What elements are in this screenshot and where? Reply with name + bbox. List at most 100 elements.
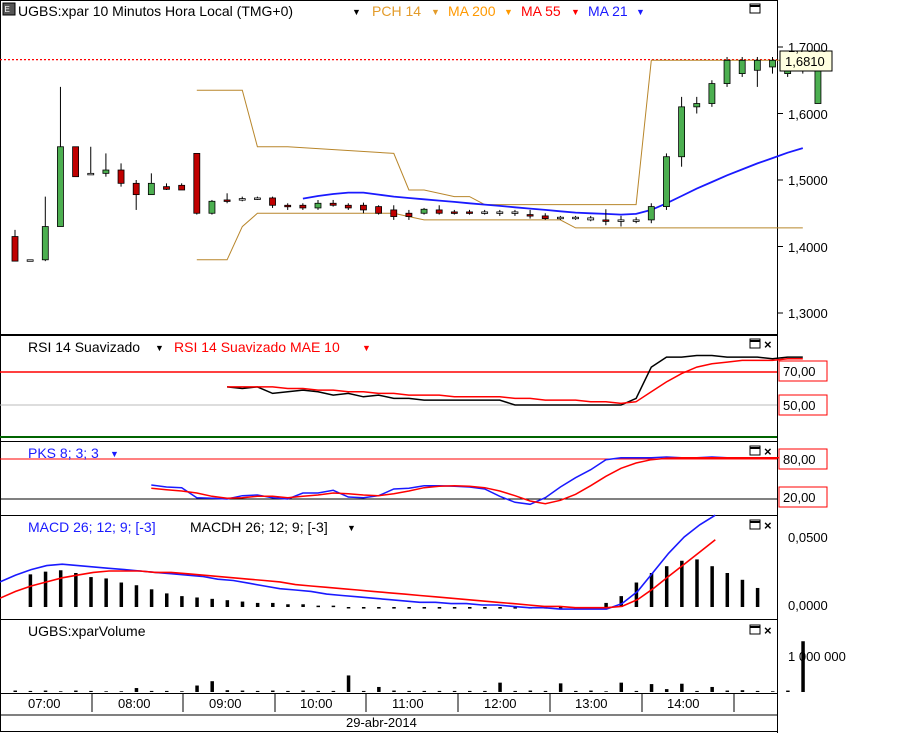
rsi-signal-title[interactable]: RSI 14 Suavizado MAE 10	[174, 339, 340, 355]
macd-hist-bar	[286, 604, 290, 607]
candle	[511, 209, 519, 216]
volume-close-icon[interactable]: ×	[764, 623, 772, 638]
pks-close-icon[interactable]: ×	[764, 444, 772, 459]
candle	[435, 205, 443, 215]
candle-body-up	[572, 216, 579, 220]
macd-hist-dropdown-icon[interactable]: ▼	[347, 523, 356, 533]
candle	[178, 183, 186, 191]
indicator-ma55-label[interactable]: MA 55	[521, 3, 561, 19]
candle	[557, 215, 564, 220]
candle-body-up	[647, 206, 655, 221]
indicator-ma21-label[interactable]: MA 21	[588, 3, 628, 19]
chart-app-icon	[2, 2, 16, 16]
candle-body-up	[693, 103, 701, 108]
candle	[466, 209, 473, 215]
macd-maximize-icon[interactable]	[749, 519, 761, 530]
volume-legend: UGBS:xparVolume × 1 000 000	[28, 623, 846, 664]
candle	[450, 209, 458, 215]
rsi-panel[interactable]	[0, 335, 778, 442]
candle	[132, 180, 140, 210]
volume-bar	[13, 690, 17, 692]
volume-bar	[316, 690, 320, 692]
macd-panel[interactable]	[0, 515, 778, 620]
macd-hist-bar	[210, 598, 214, 607]
candle-body-down	[163, 186, 170, 190]
pks-dropdown-icon[interactable]: ▼	[110, 449, 119, 459]
macd-hist-title[interactable]: MACDH 26; 12; 9; [-3]	[190, 519, 328, 535]
date-label: 29-abr-2014	[346, 715, 417, 730]
time-axis	[0, 693, 778, 732]
macd-hist-bar	[604, 602, 608, 607]
candle-body-down	[466, 211, 473, 214]
rsi-title[interactable]: RSI 14 Suavizado	[28, 339, 140, 355]
candle	[420, 207, 428, 215]
volume-bar	[43, 690, 48, 692]
price-ytick-0: 1,7000	[788, 40, 828, 55]
macd-hist-bar	[180, 596, 184, 607]
maximize-icon[interactable]	[749, 3, 761, 14]
macd-hist-bar	[119, 582, 124, 607]
volume-panel[interactable]	[0, 619, 778, 694]
pks-title[interactable]: PKS 8; 3; 3	[28, 445, 99, 461]
pks-panel[interactable]	[0, 441, 778, 516]
indicator-ma200-label[interactable]: MA 200	[448, 3, 496, 19]
candle-body-down	[178, 184, 186, 191]
macd-hist-bar	[680, 560, 684, 607]
pks-legend: PKS 8; 3; 3 ▼ × 80,00 20,00	[28, 444, 828, 508]
candle-body-up	[26, 259, 34, 262]
volume-bar	[664, 689, 669, 692]
volume-bar	[28, 690, 33, 692]
macd-line	[0, 514, 716, 610]
volume-title[interactable]: UGBS:xparVolume	[28, 623, 146, 639]
candle	[753, 56, 761, 87]
macd-hist-bar	[195, 597, 199, 607]
volume-bar	[240, 690, 245, 692]
volume-bar	[604, 691, 608, 692]
macd-hist-bar	[255, 602, 260, 607]
macd-title[interactable]: MACD 26; 12; 9; [-3]	[28, 519, 156, 535]
macd-close-icon[interactable]: ×	[764, 518, 772, 533]
candle-body-down	[526, 214, 534, 217]
volume-bar	[346, 675, 351, 692]
volume-bar	[301, 690, 305, 692]
candle-body-up	[587, 217, 595, 221]
candle	[193, 152, 201, 215]
pks-level-20-label: 20,00	[783, 490, 816, 505]
last-price-value: 1,6810	[785, 54, 825, 69]
ma21-dropdown-icon[interactable]: ▼	[636, 7, 645, 17]
candle-body-up	[481, 211, 489, 214]
indicator-pch-label[interactable]: PCH 14	[372, 3, 421, 19]
candle	[602, 209, 610, 226]
pch-dropdown-icon[interactable]: ▼	[431, 7, 440, 17]
candle-body-down	[132, 182, 140, 196]
volume-bar	[286, 690, 290, 692]
rsi-maximize-icon[interactable]	[749, 338, 761, 349]
macd-hist-bar	[498, 607, 502, 609]
rsi-layer	[0, 354, 803, 438]
time-label-6: 13:00	[575, 696, 608, 711]
volume-bar	[422, 690, 427, 692]
volume-bar	[225, 690, 230, 692]
candle	[72, 146, 79, 178]
price-panel[interactable]	[0, 0, 778, 335]
volume-bar	[725, 690, 730, 692]
price-ytick-2: 1,5000	[788, 173, 828, 188]
volume-layer	[13, 641, 805, 692]
volume-maximize-icon[interactable]	[749, 624, 761, 635]
volume-bar	[483, 690, 487, 692]
pks-maximize-icon[interactable]	[749, 445, 761, 456]
macd-hist-bar	[755, 587, 760, 607]
rsi-dropdown-icon[interactable]: ▼	[155, 343, 164, 353]
macd-hist-bar	[74, 573, 78, 607]
volume-bar	[558, 683, 563, 692]
rsi-signal-dropdown-icon[interactable]: ▼	[362, 343, 371, 353]
macd-hist-bar	[316, 605, 320, 608]
volume-bar	[377, 686, 381, 692]
ma55-dropdown-icon[interactable]: ▼	[571, 7, 580, 17]
candle-body-down	[541, 215, 549, 219]
rsi-close-icon[interactable]: ×	[764, 337, 772, 352]
dropdown-arrow-icon[interactable]: ▼	[352, 7, 361, 17]
macd-hist-bar	[664, 566, 669, 607]
ma200-dropdown-icon[interactable]: ▼	[504, 7, 513, 17]
